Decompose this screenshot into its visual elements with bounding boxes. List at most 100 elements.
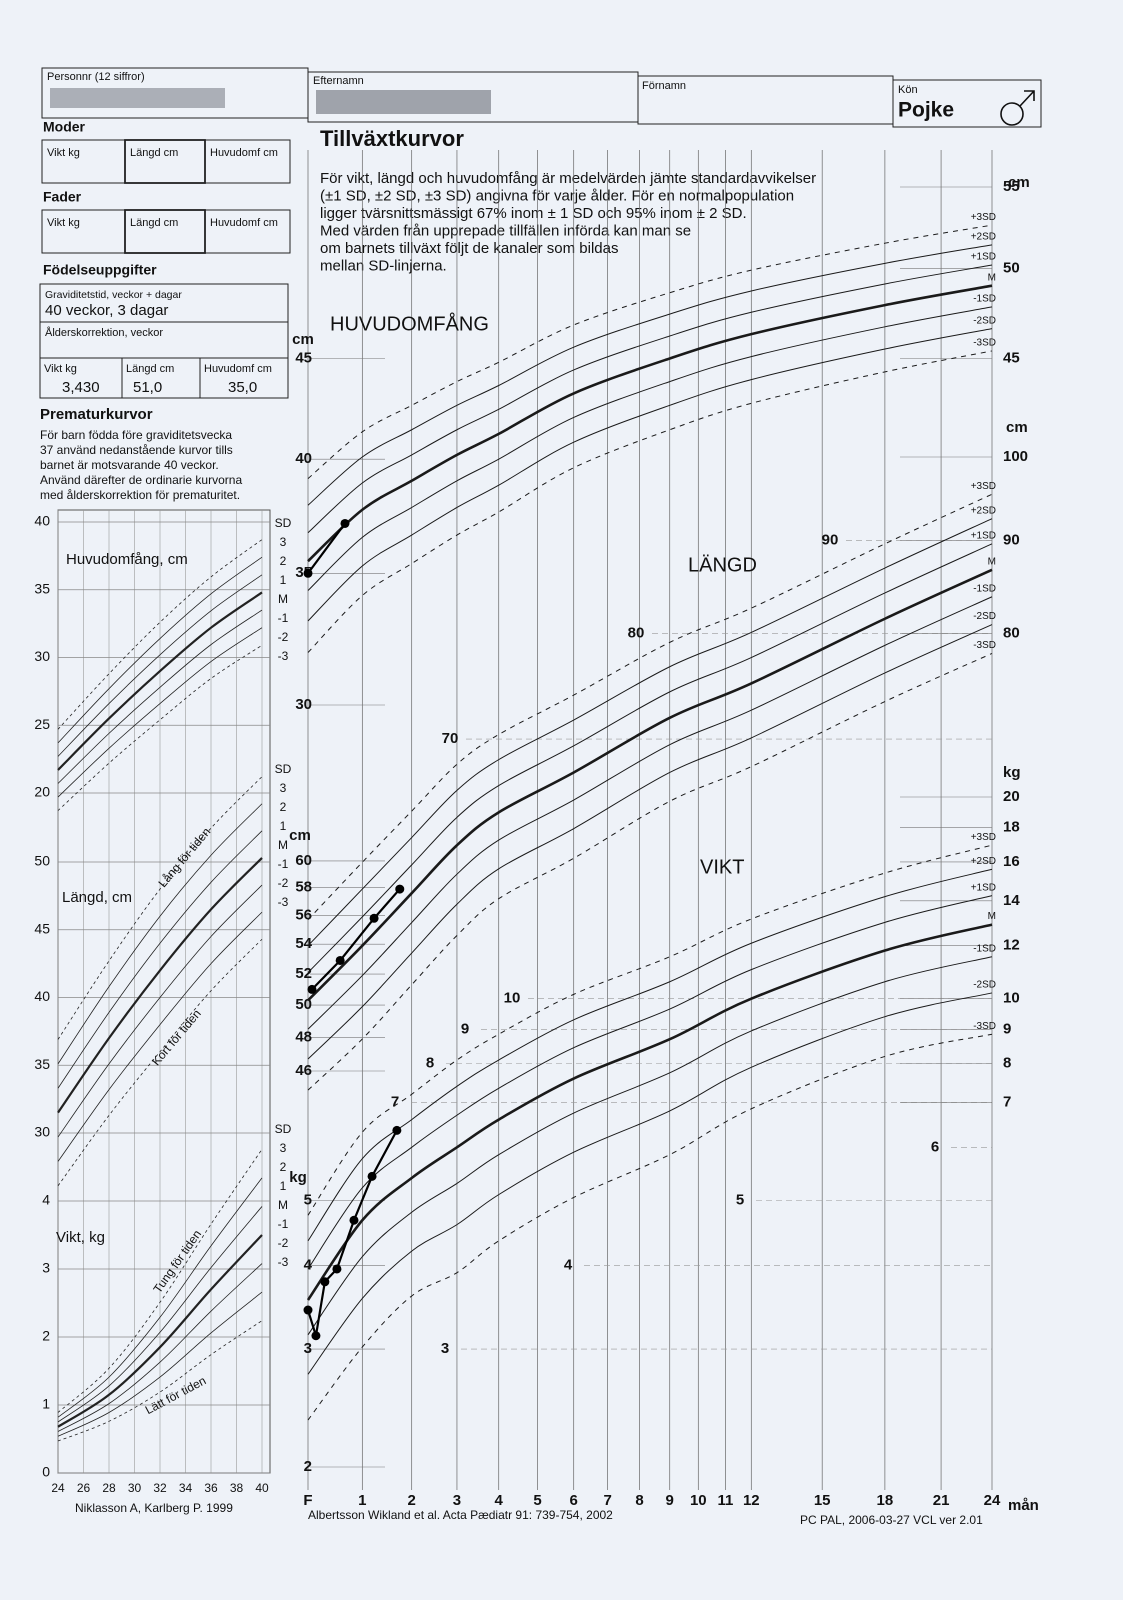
sd-label: M: [988, 556, 996, 567]
y-tick-label: 9: [461, 1020, 469, 1037]
y-tick-label: 1: [42, 1396, 50, 1412]
x-tick-label: 21: [933, 1492, 950, 1509]
x-unit: mån: [1008, 1497, 1039, 1514]
sd-curve: [57, 776, 263, 1040]
sd-label: 3: [280, 781, 287, 795]
sd-label: +3SD: [971, 832, 996, 843]
x-tick-label: 34: [179, 1481, 193, 1495]
sd-label: -1SD: [973, 294, 996, 305]
x-tick-label: 30: [128, 1481, 142, 1495]
x-tick-label: 28: [102, 1481, 116, 1495]
sd-label: SD: [275, 516, 292, 530]
patient-point: [349, 1215, 359, 1225]
paragraph-line: Använd därefter de ordinarie kurvorna: [40, 473, 242, 487]
y-tick-label: 5: [736, 1191, 744, 1208]
sd-label: -1: [278, 611, 289, 625]
sd-curve: [307, 543, 993, 973]
y-tick-label: 25: [34, 716, 50, 732]
median-curve: [57, 857, 263, 1114]
sd-curve: [307, 224, 993, 479]
patient-point: [303, 568, 313, 578]
form-box: [892, 79, 1042, 128]
sd-label: -2SD: [973, 980, 996, 991]
y-tick-label: 30: [34, 1124, 50, 1140]
x-tick-label: 1: [358, 1492, 366, 1509]
sd-label: +2SD: [971, 856, 996, 867]
paragraph-line: Med värden från upprepade tillfällen inf…: [320, 222, 691, 239]
sd-curve: [57, 574, 263, 757]
x-tick-label: 9: [666, 1492, 674, 1509]
y-tick-label: 80: [1003, 624, 1020, 641]
sd-curve: [57, 1206, 263, 1423]
field-label: Personnr (12 siffror): [47, 71, 145, 83]
sd-curve: [57, 884, 263, 1138]
sd-label: 2: [280, 1160, 287, 1174]
x-tick-label: 24: [51, 1481, 65, 1495]
y-tick-label: 3: [42, 1260, 50, 1276]
paragraph-line: För vikt, längd och huvudomfång är medel…: [320, 170, 816, 187]
sd-curve: [57, 1149, 263, 1413]
form-box: [204, 209, 291, 254]
field-label: Vikt kg: [44, 363, 77, 375]
patient-line: [307, 522, 346, 574]
sd-curve: [57, 539, 263, 730]
sd-curve: [57, 556, 263, 744]
sd-curve: [307, 596, 993, 1030]
patient-point: [307, 984, 317, 994]
y-tick-label: 20: [34, 784, 50, 800]
sd-label: M: [278, 1198, 288, 1212]
sd-label: -3: [278, 649, 289, 663]
y-tick-label: 10: [1003, 990, 1020, 1007]
sd-label: +3SD: [971, 481, 996, 492]
page-title: Tillväxtkurvor: [320, 126, 464, 151]
male-symbol: [1000, 102, 1024, 126]
field-value: 3,430: [62, 379, 100, 396]
y-tick-label: 8: [426, 1055, 434, 1072]
sd-label: +1SD: [971, 882, 996, 893]
y-unit: cm: [1008, 174, 1030, 191]
y-tick-label: 56: [295, 906, 312, 923]
sd-curve: [57, 1263, 263, 1432]
patient-point: [311, 1331, 321, 1341]
field-label: Huvudomf cm: [210, 217, 278, 229]
field-label: Längd cm: [130, 217, 178, 229]
y-tick-label: 3: [441, 1340, 449, 1357]
sd-curve: [307, 306, 993, 591]
paragraph-line: med ålderskorrektion för prematuritet.: [40, 488, 240, 502]
paragraph-line: ligger tvärsnittsmässigt 67% inom ± 1 SD…: [320, 205, 747, 222]
x-tick-label: 36: [204, 1481, 218, 1495]
field-value: 40 veckor, 3 dagar: [45, 302, 168, 319]
sd-curve: [307, 895, 993, 1270]
sex-value: Pojke: [898, 99, 954, 122]
male-symbol: [1019, 90, 1035, 107]
sd-label: -3: [278, 1255, 289, 1269]
sd-curve: [307, 350, 993, 653]
patient-point: [395, 884, 405, 894]
x-tick-label: 7: [603, 1492, 611, 1509]
y-tick-label: 0: [42, 1464, 50, 1480]
sd-label: -2SD: [973, 315, 996, 326]
section-heading: HUVUDOMFÅNG: [330, 312, 489, 335]
sd-label: 1: [280, 573, 287, 587]
sd-curve: [307, 518, 993, 947]
sd-curve: [57, 1320, 263, 1442]
sd-curve: [307, 624, 993, 1060]
sd-label: 3: [280, 535, 287, 549]
y-tick-label: 46: [295, 1062, 312, 1079]
x-tick-label: 32: [153, 1481, 167, 1495]
y-tick-label: 30: [295, 696, 312, 713]
y-tick-label: 30: [34, 648, 50, 664]
y-tick-label: 10: [504, 990, 521, 1007]
section-title: Födelseuppgifter: [43, 262, 157, 278]
y-tick-label: 40: [295, 450, 312, 467]
sd-label: -1: [278, 857, 289, 871]
sd-curve: [307, 328, 993, 622]
y-unit: kg: [289, 1169, 307, 1186]
x-tick-label: 2: [408, 1492, 416, 1509]
section-title: Moder: [43, 119, 86, 135]
sd-label: 1: [280, 819, 287, 833]
sd-label: -1SD: [973, 943, 996, 954]
y-unit: cm: [1006, 419, 1028, 436]
sd-label: 3: [280, 1141, 287, 1155]
y-tick-label: 55: [1003, 178, 1020, 195]
